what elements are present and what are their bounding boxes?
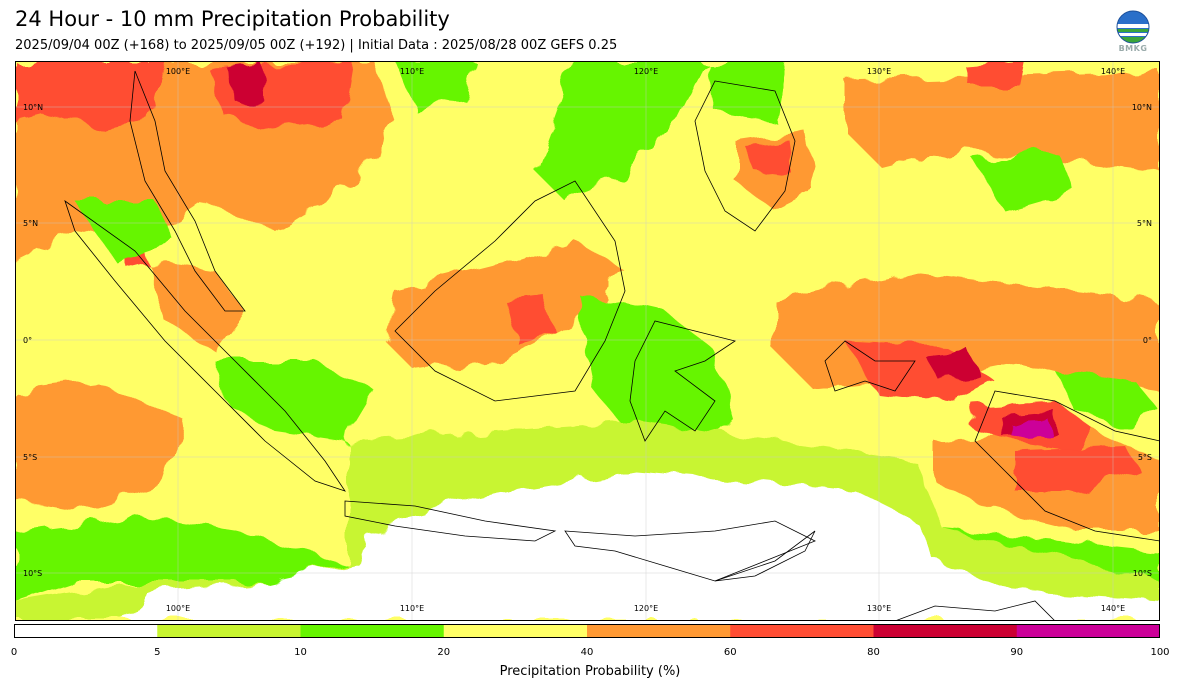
- lat-label-left: 5°S: [23, 453, 37, 462]
- sumatra-coast: [64, 199, 346, 492]
- australia-coast: [894, 600, 1056, 621]
- lon-label-top: 100°E: [166, 67, 190, 76]
- colorbar: [14, 624, 1160, 638]
- borneo-coast: [394, 180, 626, 402]
- precipitation-map: 100°E 110°E 120°E 130°E 140°E 100°E 110°…: [15, 61, 1160, 621]
- maluku-coast: [824, 340, 916, 392]
- lon-label-top: 120°E: [634, 67, 658, 76]
- java-coast: [344, 500, 557, 542]
- colorbar-tick-label: 40: [580, 647, 594, 658]
- lon-label-bottom: 100°E: [166, 604, 190, 613]
- graticule: [15, 61, 1160, 621]
- lat-label-right: 0°: [1143, 336, 1152, 345]
- colorbar-segment: [14, 624, 158, 638]
- lat-labels-right: 10°N 5°N 0° 5°S 10°S: [1132, 103, 1152, 578]
- lon-label-bottom: 120°E: [634, 604, 658, 613]
- colorbar-tick-label: 100: [1150, 647, 1170, 658]
- timor-coast: [714, 530, 816, 582]
- colorbar-segment: [1016, 624, 1160, 638]
- lon-label-top: 130°E: [867, 67, 891, 76]
- colorbar-tick-label: 10: [294, 647, 307, 658]
- lon-labels-bottom: 100°E 110°E 120°E 130°E 140°E: [166, 604, 1125, 613]
- lat-label-right: 10°S: [1133, 569, 1152, 578]
- colorbar-segment: [300, 624, 445, 638]
- colorbar-tick-label: 60: [723, 647, 737, 658]
- colorbar-tick-label: 90: [1010, 647, 1024, 658]
- colorbar-segment: [730, 624, 874, 638]
- lat-label-right: 10°N: [1132, 103, 1152, 112]
- philippines-coast: [694, 80, 796, 232]
- colorbar-segment: [157, 624, 301, 638]
- colorbar-label: Precipitation Probability (%): [499, 664, 681, 679]
- lat-label-left: 0°: [23, 336, 32, 345]
- lat-labels-left: 10°N 5°N 0° 5°S 10°S: [23, 103, 43, 578]
- chart-title: 24 Hour - 10 mm Precipitation Probabilit…: [15, 7, 450, 31]
- logo-text: BMKG: [1118, 44, 1148, 53]
- colorbar-tick-label: 0: [10, 647, 18, 658]
- colorbar-segment: [587, 624, 731, 638]
- lat-label-right: 5°S: [1138, 453, 1152, 462]
- bmkg-logo-icon: [1116, 10, 1150, 44]
- colorbar-tick-label: 5: [154, 647, 161, 658]
- colorbar-segment: [873, 624, 1018, 638]
- lon-label-bottom: 110°E: [400, 604, 424, 613]
- lat-label-left: 5°N: [23, 219, 38, 228]
- colorbar-tick-label: 20: [437, 647, 451, 658]
- coastlines: [64, 70, 1160, 621]
- lon-label-top: 140°E: [1101, 67, 1125, 76]
- lat-label-left: 10°N: [23, 103, 43, 112]
- chart-subtitle: 2025/09/04 00Z (+168) to 2025/09/05 00Z …: [15, 38, 618, 53]
- malay-peninsula-coast: [129, 70, 246, 312]
- papua-coast: [974, 390, 1160, 542]
- lon-label-top: 110°E: [400, 67, 424, 76]
- colorbar-tick-label: 80: [867, 647, 880, 658]
- lon-label-bottom: 130°E: [867, 604, 891, 613]
- sulawesi-coast: [629, 320, 736, 442]
- probability-field: [15, 61, 1160, 621]
- lat-label-right: 5°N: [1137, 219, 1152, 228]
- map-frame: [15, 61, 1160, 621]
- nusa-tenggara-coast: [564, 520, 816, 582]
- lat-label-left: 10°S: [23, 569, 42, 578]
- colorbar-segment: [443, 624, 588, 638]
- lon-label-bottom: 140°E: [1101, 604, 1125, 613]
- lon-labels-top: 100°E 110°E 120°E 130°E 140°E: [166, 67, 1125, 76]
